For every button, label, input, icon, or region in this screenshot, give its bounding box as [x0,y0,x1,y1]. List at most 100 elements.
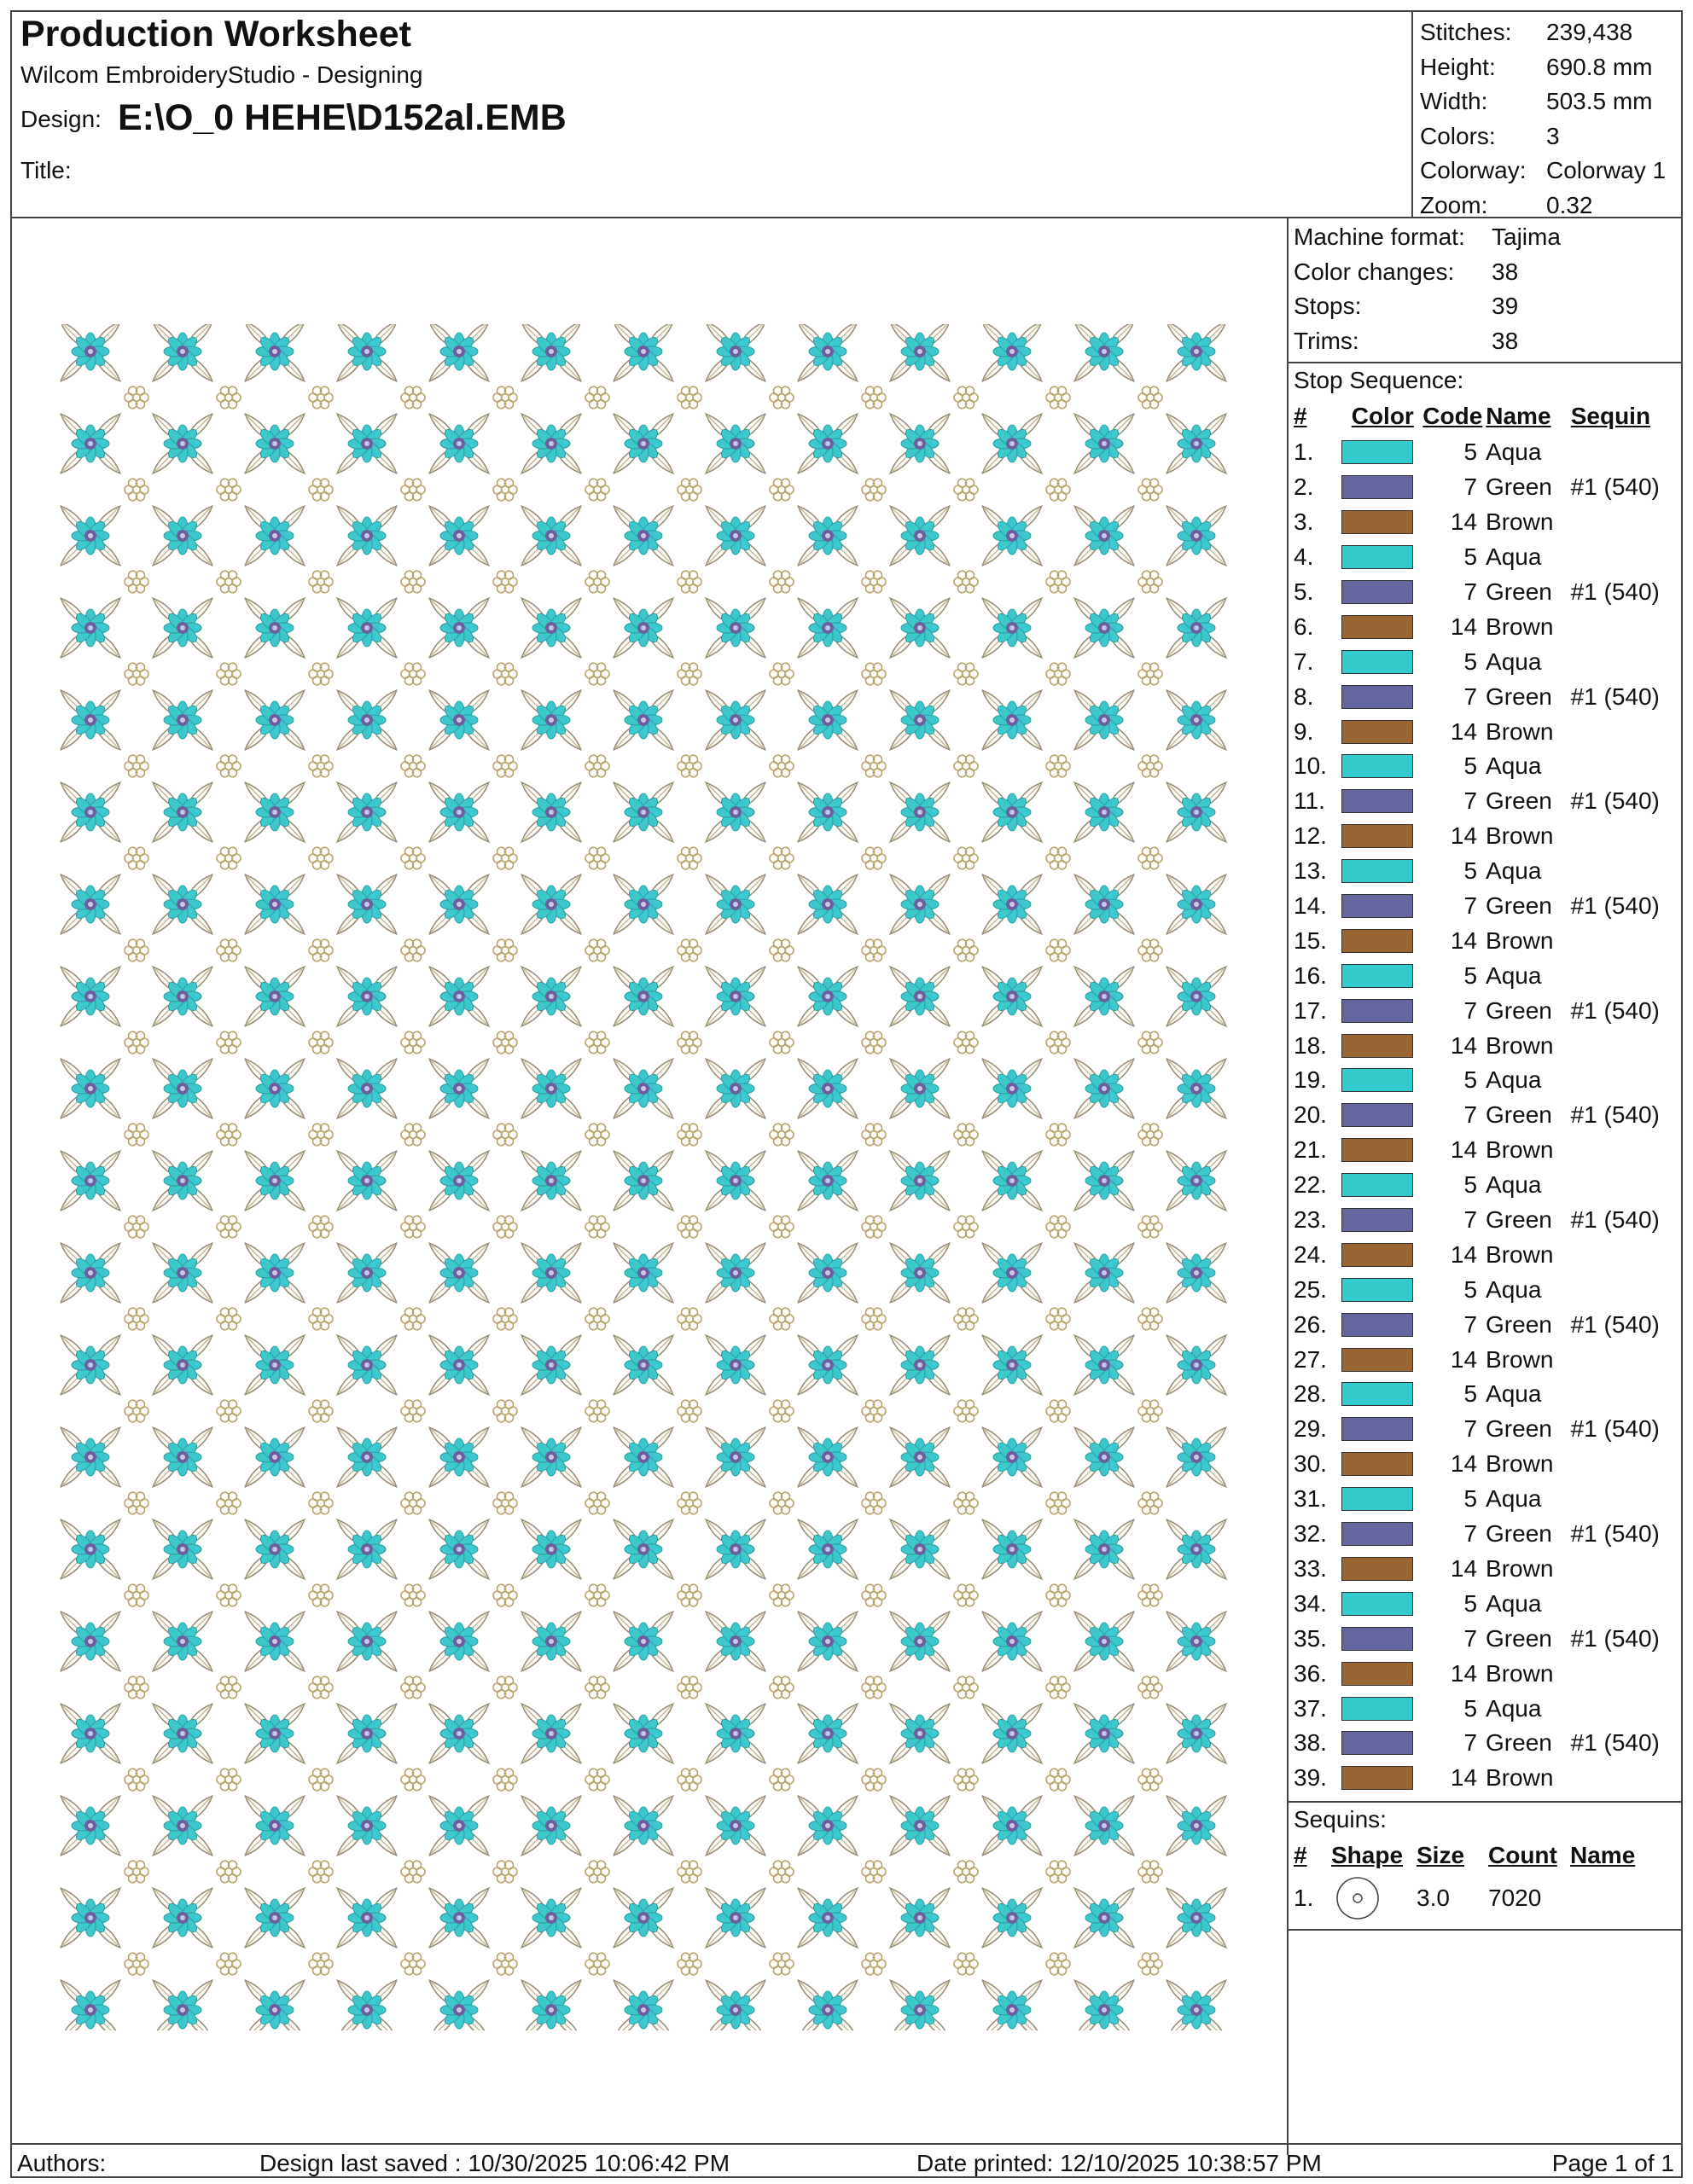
color-swatch [1341,963,1413,988]
thread-name: Aqua [1486,439,1542,466]
stop-num: 27. [1294,1345,1327,1373]
stop-row: 17. 7 Green #1 (540) [1294,993,1681,1028]
stop-num: 14. [1294,892,1327,920]
color-swatch-cell [1338,789,1423,814]
color-swatch-cell [1338,859,1423,884]
thread-name: Green [1486,1520,1552,1548]
thread-code: 5 [1463,1171,1478,1199]
stop-row: 33. 14 Brown [1294,1552,1681,1587]
sq-shape-header: Shape [1331,1841,1404,1868]
circle-sequin-icon [1331,1874,1417,1922]
color-swatch-cell [1338,754,1423,779]
color-changes-row: Color changes: 38 [1294,258,1519,285]
color-swatch-cell [1338,545,1423,570]
thread-code: 7 [1463,578,1478,605]
stop-num: 34. [1294,1589,1327,1617]
thread-name: Green [1486,1101,1552,1129]
sequin-ref: #1 (540) [1570,1624,1660,1652]
stop-sequence-rows: 1. 5 Aqua 2. 7 Green #1 (540) 3. 14 Brown 4. 5 Aqua 5… [1294,435,1681,1796]
software-name: Wilcom EmbroideryStudio - Designing [20,61,423,88]
stop-num: 1. [1294,439,1314,466]
stop-num: 18. [1294,1031,1327,1059]
color-swatch-cell [1338,684,1423,709]
thread-code: 14 [1450,822,1478,850]
stop-row: 13. 5 Aqua [1294,854,1681,889]
color-swatch [1341,894,1413,919]
stop-row: 19. 5 Aqua [1294,1063,1681,1098]
stops-row: Stops: 39 [1294,293,1519,320]
machine-info: Machine format: Tajima Color changes: 38 S… [1289,218,1681,363]
color-swatch [1341,1417,1413,1442]
color-swatch [1341,1277,1413,1302]
stop-row: 16. 5 Aqua [1294,958,1681,993]
color-swatch-cell [1338,1696,1423,1721]
stop-row: 34. 5 Aqua [1294,1586,1681,1621]
thread-name: Green [1486,1729,1552,1757]
stop-row: 10. 5 Aqua [1294,749,1681,784]
color-swatch [1341,1033,1413,1058]
thread-code: 14 [1450,1240,1478,1268]
color-swatch-cell [1338,998,1423,1023]
thread-code: 14 [1450,1345,1478,1373]
sequin-ref: #1 (540) [1570,1520,1660,1548]
color-swatch-cell [1338,1417,1423,1442]
sq-name-header: Name [1570,1841,1636,1868]
color-swatch [1341,719,1413,744]
color-swatch-cell [1338,1138,1423,1163]
stop-row: 36. 14 Brown [1294,1656,1681,1691]
stop-row: 29. 7 Green #1 (540) [1294,1412,1681,1447]
color-swatch [1341,1347,1413,1372]
stop-num: 38. [1294,1729,1327,1757]
color-swatch-cell [1338,963,1423,988]
thread-code: 5 [1463,648,1478,675]
stop-row: 11. 7 Green #1 (540) [1294,784,1681,819]
thread-code: 7 [1463,1624,1478,1652]
design-preview [57,324,1230,2030]
color-swatch-cell [1338,1312,1423,1337]
sq-num-header: # [1294,1841,1307,1868]
color-swatch [1341,545,1413,570]
design-path: E:\O_0 HEHE\D152al.EMB [118,97,567,138]
sequin-ref: #1 (540) [1570,682,1660,710]
thread-code: 14 [1450,1554,1478,1582]
thread-code: 14 [1450,1136,1478,1164]
stop-num: 16. [1294,961,1327,989]
color-swatch-cell [1338,510,1423,535]
thread-code: 5 [1463,1694,1478,1722]
thread-name: Brown [1486,926,1554,954]
thread-name: Green [1486,1624,1552,1652]
color-swatch-cell [1338,1277,1423,1302]
stop-num: 9. [1294,717,1314,745]
stop-row: 25. 5 Aqua [1294,1272,1681,1307]
stop-num: 36. [1294,1659,1327,1687]
sequins-label: Sequins: [1294,1805,1387,1833]
thread-code: 14 [1450,1450,1478,1478]
stop-num: 23. [1294,1206,1327,1234]
thread-name: Aqua [1486,1275,1542,1303]
thread-name: Brown [1486,1764,1554,1792]
sequin-ref: #1 (540) [1570,1101,1660,1129]
color-swatch [1341,1138,1413,1163]
stop-num: 37. [1294,1694,1327,1722]
thread-code: 5 [1463,961,1478,989]
stop-row: 27. 14 Brown [1294,1342,1681,1377]
color-swatch [1341,1173,1413,1198]
stop-num: 2. [1294,473,1314,501]
thread-code: 7 [1463,892,1478,920]
thread-code: 5 [1463,1066,1478,1094]
col-code-header: Code [1422,403,1483,429]
color-swatch [1341,440,1413,465]
color-swatch [1341,1591,1413,1616]
stop-num: 29. [1294,1415,1327,1443]
thread-name: Aqua [1486,1066,1542,1094]
stop-num: 28. [1294,1380,1327,1408]
thread-name: Aqua [1486,543,1542,571]
color-swatch-cell [1338,1452,1423,1477]
stop-row: 3. 14 Brown [1294,505,1681,540]
sequin-num: 1. [1294,1884,1314,1911]
sq-size-header: Size [1417,1841,1465,1868]
color-swatch [1341,614,1413,639]
col-num-header: # [1294,403,1307,429]
design-stats: Stitches: 239,438 Height: 690.8 mm Width: 5… [1411,12,1681,218]
thread-name: Aqua [1486,857,1542,885]
